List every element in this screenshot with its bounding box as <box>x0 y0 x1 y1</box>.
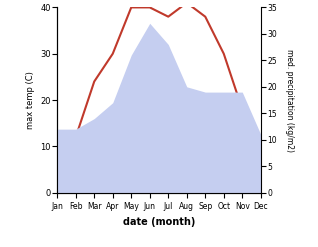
Y-axis label: med. precipitation (kg/m2): med. precipitation (kg/m2) <box>285 48 294 152</box>
X-axis label: date (month): date (month) <box>123 217 195 227</box>
Y-axis label: max temp (C): max temp (C) <box>26 71 35 129</box>
